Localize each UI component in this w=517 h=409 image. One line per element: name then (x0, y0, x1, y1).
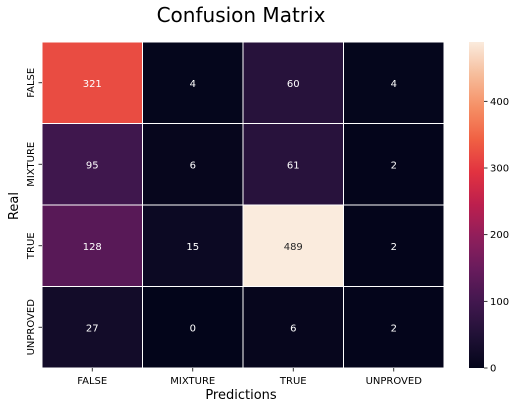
y-tick-label: TRUE (26, 232, 37, 260)
heatmap-cell (242, 286, 344, 369)
colorbar-tick-label: 100 (490, 297, 509, 308)
cell-value-label: 6 (290, 323, 296, 334)
cell-value-label: 321 (83, 79, 102, 90)
y-tick-label: UNPROVED (26, 299, 37, 356)
x-tick-labels: FALSE MIXTURE TRUE UNPROVED (77, 368, 422, 387)
heatmap-cell (343, 286, 445, 369)
x-tick-label: FALSE (77, 376, 107, 387)
cell-value-label: 2 (391, 160, 397, 171)
heatmap-cell (41, 41, 143, 124)
heatmap-cell (343, 41, 445, 124)
y-tick-label: MIXTURE (26, 142, 37, 187)
colorbar (469, 42, 484, 368)
cell-value-label: 15 (186, 242, 199, 253)
heatmap-cell (41, 286, 143, 369)
cell-value-label: 4 (391, 79, 397, 90)
heatmap-cell (343, 123, 445, 206)
heatmap-cell (142, 123, 244, 206)
heatmap-cells (41, 41, 445, 369)
cell-value-label: 4 (190, 79, 196, 90)
colorbar-ticks: 0 100 200 300 400 (484, 97, 509, 375)
cell-value-label: 2 (391, 242, 397, 253)
y-tick-labels: FALSE MIXTURE TRUE UNPROVED (26, 68, 42, 356)
cell-value-label: 128 (83, 242, 102, 253)
heatmap-cell (142, 204, 244, 287)
x-tick-label: TRUE (279, 376, 307, 387)
cell-value-label: 27 (86, 323, 99, 334)
colorbar-tick-label: 300 (490, 164, 509, 175)
cell-value-label: 489 (284, 242, 303, 253)
colorbar-tick-label: 0 (490, 364, 496, 375)
heatmap-annotations: 321 4 60 4 95 6 61 2 128 15 489 2 27 0 6 2 (83, 79, 397, 335)
heatmap-cell (142, 41, 244, 124)
y-axis-label: Real (7, 192, 22, 220)
cell-value-label: 2 (391, 323, 397, 334)
cell-value-label: 95 (86, 160, 99, 171)
colorbar-tick-label: 200 (490, 230, 509, 241)
heatmap-cell (41, 123, 143, 206)
x-tick-label: UNPROVED (366, 376, 423, 387)
cell-value-label: 6 (190, 160, 196, 171)
y-tick-label: FALSE (26, 68, 37, 98)
cell-value-label: 61 (287, 160, 300, 171)
x-axis-label: Predictions (205, 388, 277, 403)
heatmap-cell (242, 41, 344, 124)
x-tick-label: MIXTURE (170, 376, 215, 387)
chart-title: Confusion Matrix (157, 3, 326, 27)
colorbar-tick-label: 400 (490, 97, 509, 108)
heatmap-cell (142, 286, 244, 369)
cell-value-label: 60 (287, 79, 300, 90)
heatmap-cell (343, 204, 445, 287)
cell-value-label: 0 (190, 323, 196, 334)
